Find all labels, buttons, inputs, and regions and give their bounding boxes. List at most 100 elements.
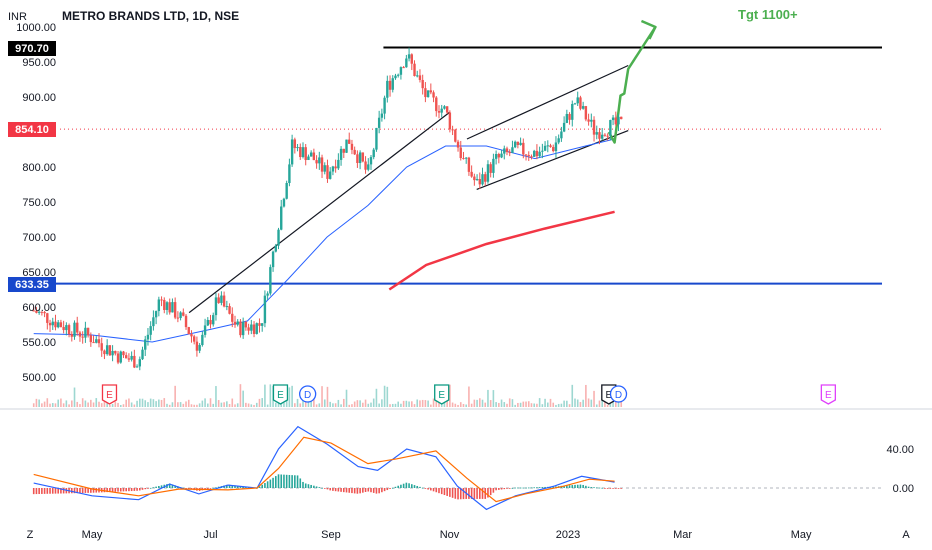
candle-body — [203, 325, 207, 335]
candle-body — [394, 75, 397, 79]
volume-bar — [231, 398, 234, 407]
candle-body — [239, 321, 242, 336]
volume-bar — [517, 402, 519, 407]
zoom-button[interactable]: Z — [27, 529, 34, 541]
candle-body — [266, 293, 269, 296]
volume-bar — [35, 398, 38, 407]
candle-body — [380, 113, 384, 118]
volume-bar — [503, 402, 506, 407]
macd-histogram-bar — [323, 488, 326, 489]
candle-body — [32, 310, 35, 312]
auto-scale-button[interactable]: A — [902, 529, 910, 541]
time-tick-label: Jul — [203, 529, 217, 541]
price-tick-label: 650.00 — [22, 267, 56, 279]
macd-histogram-bar — [432, 488, 435, 492]
volume-bar — [617, 400, 620, 407]
volume-bar — [601, 398, 603, 407]
candle-body — [252, 324, 256, 334]
volume-bar — [307, 401, 310, 407]
candle-body — [522, 142, 525, 155]
volume-bar — [54, 403, 57, 407]
candle-body — [429, 90, 433, 93]
volume-bar — [400, 403, 402, 407]
candle-body — [296, 147, 299, 149]
trend-line — [466, 64, 629, 140]
candle-body — [505, 148, 509, 153]
volume-bar — [266, 404, 269, 407]
macd-histogram-bar — [438, 488, 440, 494]
macd-histogram-bar — [337, 488, 340, 492]
candle-body — [573, 103, 577, 105]
candle-body — [614, 117, 617, 125]
candle-body — [590, 119, 593, 122]
macd-histogram-bar — [81, 488, 84, 493]
macd-histogram-bar — [566, 485, 568, 488]
macd-histogram-bar — [35, 488, 38, 495]
macd-histogram-bar — [508, 488, 511, 489]
volume-bar — [454, 403, 457, 407]
volume-bar — [182, 403, 185, 407]
macd-histogram-bar — [571, 485, 574, 488]
macd-histogram-bar — [144, 488, 147, 490]
volume-bar — [353, 401, 356, 407]
earnings-marker — [820, 384, 836, 405]
volume-bar — [206, 403, 209, 407]
volume-bar — [212, 403, 215, 407]
volume-bar — [587, 398, 590, 407]
candle-body — [451, 129, 454, 131]
volume-bar — [342, 398, 345, 407]
volume-bar — [321, 386, 323, 407]
macd-histogram-bar — [470, 488, 473, 499]
macd-histogram-bar — [280, 474, 283, 488]
macd-histogram-bar — [313, 485, 315, 488]
volume-bar — [100, 403, 103, 407]
macd-histogram-bar — [487, 488, 489, 498]
earnings-marker — [434, 384, 450, 405]
candle-body — [231, 313, 234, 322]
candle-body — [356, 154, 359, 164]
candle-body — [369, 157, 373, 165]
volume-bar — [413, 404, 416, 407]
volume-bar — [57, 399, 59, 407]
macd-histogram-bar — [609, 488, 612, 489]
candle-body — [402, 67, 405, 69]
macd-histogram-bar — [318, 487, 321, 488]
time-tick-label: May — [82, 529, 103, 541]
event-marker-label: D — [304, 390, 311, 401]
candle-body — [418, 75, 422, 80]
volume-bar — [489, 400, 492, 407]
volume-bar — [49, 403, 51, 407]
macd-histogram-bar — [348, 488, 351, 493]
volume-bar — [152, 399, 155, 407]
candle-body — [160, 299, 163, 301]
volume-bar — [598, 400, 601, 407]
macd-histogram-bar — [119, 488, 122, 492]
volume-bar — [511, 399, 514, 407]
volume-bar — [125, 399, 127, 407]
candle-body — [184, 315, 188, 328]
macd-histogram-bar — [612, 488, 614, 489]
volume-bar — [468, 386, 470, 407]
candle-body — [396, 74, 400, 76]
volume-bar — [391, 403, 394, 407]
candle-body — [576, 97, 579, 104]
volume-bar — [119, 404, 122, 407]
volume-bar — [378, 403, 380, 407]
macd-histogram-bar — [585, 485, 587, 488]
candle-body — [190, 334, 193, 337]
candle-body — [579, 97, 582, 109]
macd-histogram-bar — [449, 488, 451, 497]
volume-bar — [484, 402, 487, 407]
candle-body — [331, 166, 335, 172]
volume-bar — [449, 384, 451, 407]
candle-body — [173, 302, 177, 318]
candle-body — [603, 134, 607, 136]
sma-short-line — [33, 138, 615, 343]
macd-histogram-bar — [614, 488, 617, 489]
macd-histogram-bar — [541, 487, 544, 488]
macd-histogram-bar — [481, 488, 484, 499]
volume-bar — [138, 398, 141, 407]
macd-histogram-bar — [536, 487, 538, 489]
candle-body — [301, 147, 305, 158]
